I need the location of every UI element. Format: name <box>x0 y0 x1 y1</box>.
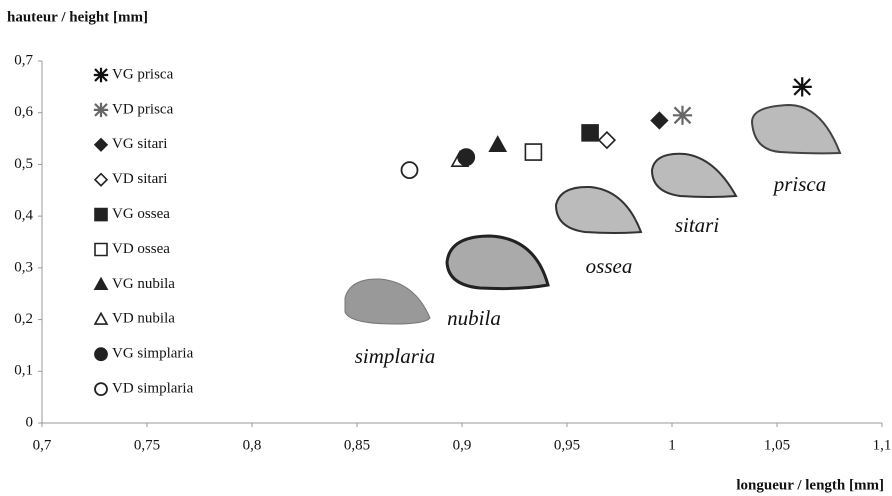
legend-label: VD nubila <box>112 311 175 327</box>
y-tick-label: 0,7 <box>14 52 33 68</box>
point <box>525 144 541 160</box>
y-tick-label: 0,3 <box>14 259 33 275</box>
annotation: prisca <box>772 172 827 196</box>
annotation: nubila <box>447 306 501 330</box>
annotation: ossea <box>586 254 633 278</box>
specimen-simplaria <box>345 279 430 324</box>
x-tick-label: 0,9 <box>453 437 472 453</box>
y-tick-label: 0,1 <box>14 363 33 379</box>
legend-marker <box>95 278 107 289</box>
chart-title: hauteur / height [mm] <box>7 9 148 25</box>
legend-label: VG nubila <box>112 276 175 292</box>
legend-marker <box>95 174 107 186</box>
specimen-nubila <box>447 236 548 289</box>
legend-marker <box>94 68 108 82</box>
chart: hauteur / height [mm] longueur / length … <box>0 0 892 496</box>
y-tick-label: 0 <box>26 414 34 430</box>
point <box>599 132 615 148</box>
y-tick-label: 0,2 <box>14 311 33 327</box>
y-tick-label: 0,4 <box>14 208 33 224</box>
point <box>402 162 418 178</box>
x-tick-label: 1 <box>668 437 676 453</box>
point <box>651 112 667 128</box>
x-tick-label: 0,7 <box>33 437 52 453</box>
legend-marker <box>95 383 107 395</box>
x-axis-label: longueur / length [mm] <box>736 477 884 493</box>
legend-marker <box>95 348 107 360</box>
annotation: simplaria <box>355 344 436 368</box>
legend-label: VG prisca <box>112 66 174 82</box>
specimen-ossea <box>556 187 641 233</box>
point <box>458 149 474 165</box>
legend-marker <box>95 313 107 324</box>
point <box>673 106 692 125</box>
y-tick-label: 0,5 <box>14 156 33 172</box>
x-tick-label: 0,75 <box>134 437 160 453</box>
point <box>793 77 812 96</box>
legend-label: VG ossea <box>112 206 170 222</box>
x-tick-label: 1,1 <box>873 437 892 453</box>
x-tick-label: 0,95 <box>554 437 580 453</box>
legend-marker <box>95 139 107 151</box>
legend-label: VD sitari <box>112 171 167 187</box>
legend-marker <box>95 209 107 221</box>
legend-label: VG sitari <box>112 136 167 152</box>
x-tick-label: 1,05 <box>764 437 790 453</box>
specimen-prisca <box>752 105 840 153</box>
legend-marker <box>95 244 107 256</box>
x-tick-label: 0,85 <box>344 437 370 453</box>
specimen-sitari <box>652 154 736 197</box>
y-tick-label: 0,6 <box>14 104 33 120</box>
x-tick-label: 0,8 <box>243 437 262 453</box>
legend-marker <box>94 103 108 117</box>
legend-label: VD ossea <box>112 241 170 257</box>
legend-label: VD simplaria <box>112 381 194 397</box>
point <box>582 125 598 141</box>
legend-label: VG simplaria <box>112 346 194 362</box>
legend-label: VD prisca <box>112 101 174 117</box>
point <box>490 137 506 151</box>
annotation: sitari <box>675 213 720 237</box>
